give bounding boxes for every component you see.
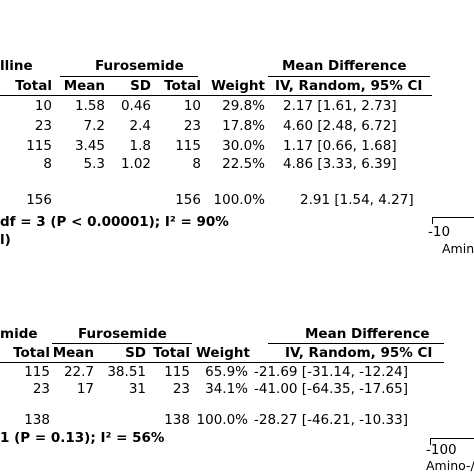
heterogeneity-text: df = 3 (P < 0.00001); I² = 90% — [0, 214, 229, 230]
group-header-left: lline — [0, 58, 33, 74]
col-header-ci: IV, Random, 95% CI — [275, 78, 423, 94]
col-header-total-2: Total — [153, 345, 190, 361]
cell-mean: 1.58 — [74, 98, 105, 114]
cell-total-1: 115 — [24, 364, 50, 380]
forest-axis-label: Amino-/T — [426, 458, 474, 473]
cell-total-2: 115 — [164, 364, 190, 380]
cell-total-1: 23 — [32, 381, 50, 397]
col-header-mean: Mean — [52, 345, 94, 361]
forest-axis-tick — [430, 438, 431, 445]
cell-weight: 17.8% — [222, 118, 265, 134]
forest-axis-line — [430, 438, 474, 439]
cell-weight: 34.1% — [205, 381, 248, 397]
cell-sd: 1.02 — [120, 156, 151, 172]
forest-axis-tick-label: -100 — [426, 442, 457, 458]
group-header-mean-difference: Mean Difference — [305, 326, 430, 342]
cell-mean: 5.3 — [83, 156, 105, 172]
total-cell-weight: 100.0% — [196, 412, 248, 428]
cell-weight: 29.8% — [222, 98, 265, 114]
group-underline-mean-difference — [268, 76, 430, 77]
cell-mean: 7.2 — [83, 118, 105, 134]
cell-total-1: 8 — [43, 156, 52, 172]
cell-ci: 2.17 [1.61, 2.73] — [283, 98, 397, 114]
cell-weight: 22.5% — [222, 156, 265, 172]
col-header-ci: IV, Random, 95% CI — [285, 345, 433, 361]
cell-total-2: 115 — [175, 138, 201, 154]
forest-axis-label: Amin — [442, 241, 474, 256]
cell-weight: 30.0% — [222, 138, 265, 154]
heterogeneity-text: 1 (P = 0.13); I² = 56% — [0, 430, 165, 446]
total-cell-total-1: 156 — [26, 192, 52, 208]
overall-effect-text: l) — [0, 232, 11, 248]
cell-ci: -21.69 [-31.14, -12.24] — [254, 364, 408, 380]
col-header-weight: Weight — [211, 78, 265, 94]
col-header-total-2: Total — [164, 78, 201, 94]
col-header-sd: SD — [125, 345, 146, 361]
cell-ci: -41.00 [-64.35, -17.65] — [254, 381, 408, 397]
cell-ci: 1.17 [0.66, 1.68] — [283, 138, 397, 154]
header-divider — [0, 362, 444, 363]
total-cell-weight: 100.0% — [213, 192, 265, 208]
forest-axis-line — [432, 217, 474, 218]
group-header-furosemide: Furosemide — [95, 58, 184, 74]
cell-total-1: 10 — [34, 98, 52, 114]
col-header-total-1: Total — [15, 78, 52, 94]
group-header-mean-difference: Mean Difference — [282, 58, 407, 74]
cell-mean: 22.7 — [63, 364, 94, 380]
total-cell-ci: -28.27 [-46.21, -10.33] — [254, 412, 408, 428]
total-cell-total-1: 138 — [24, 412, 50, 428]
group-underline-furosemide — [60, 76, 198, 77]
group-header-furosemide: Furosemide — [78, 326, 167, 342]
col-header-mean: Mean — [63, 78, 105, 94]
total-cell-total-2: 138 — [164, 412, 190, 428]
cell-sd: 31 — [128, 381, 146, 397]
group-underline-furosemide — [52, 343, 192, 344]
cell-total-2: 23 — [172, 381, 190, 397]
cell-sd: 1.8 — [129, 138, 151, 154]
cell-mean: 17 — [76, 381, 94, 397]
cell-ci: 4.60 [2.48, 6.72] — [283, 118, 397, 134]
cell-sd: 2.4 — [129, 118, 151, 134]
col-header-weight: Weight — [196, 345, 250, 361]
total-cell-total-2: 156 — [175, 192, 201, 208]
cell-mean: 3.45 — [74, 138, 105, 154]
col-header-sd: SD — [130, 78, 151, 94]
header-divider — [0, 95, 432, 96]
cell-total-1: 115 — [26, 138, 52, 154]
cell-weight: 65.9% — [205, 364, 248, 380]
forest-axis-tick-label: -10 — [428, 224, 451, 240]
forest-axis-tick — [432, 217, 433, 224]
cell-total-2: 23 — [183, 118, 201, 134]
cell-sd: 0.46 — [120, 98, 151, 114]
group-underline-mean-difference — [268, 343, 444, 344]
cell-sd: 38.51 — [107, 364, 146, 380]
group-header-left: mide — [0, 326, 38, 342]
cell-ci: 4.86 [3.33, 6.39] — [283, 156, 397, 172]
cell-total-2: 8 — [192, 156, 201, 172]
cell-total-1: 23 — [34, 118, 52, 134]
col-header-total-1: Total — [13, 345, 50, 361]
cell-total-2: 10 — [183, 98, 201, 114]
total-cell-ci: 2.91 [1.54, 4.27] — [300, 192, 414, 208]
